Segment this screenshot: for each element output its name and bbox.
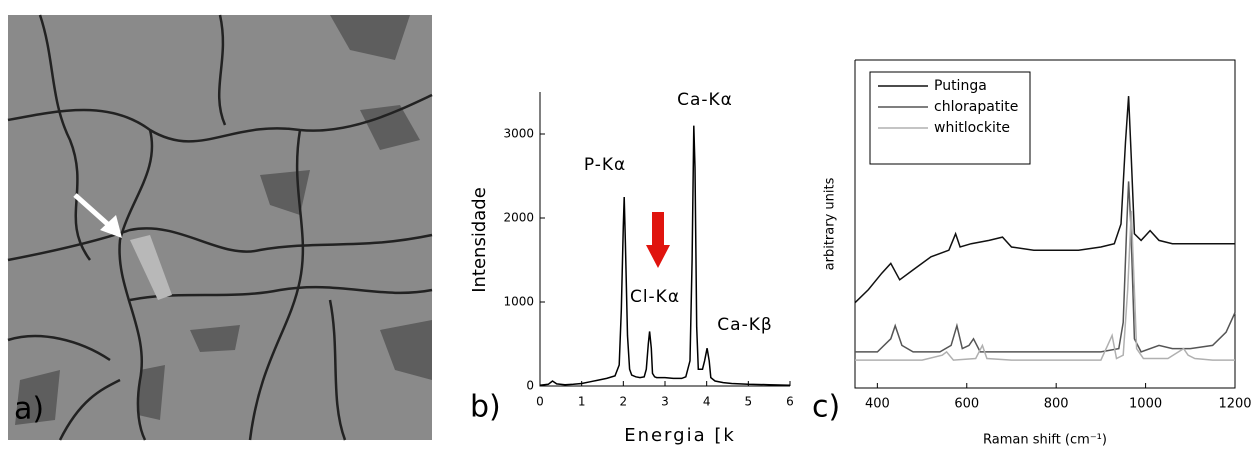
panel-label: a) [14, 392, 44, 427]
panel-label: c) [812, 390, 840, 425]
x-tick-label: 2 [620, 395, 628, 409]
x-tick-label: 400 [865, 397, 890, 412]
legend-label: chlorapatite [934, 99, 1018, 115]
x-tick-label: 800 [1044, 397, 1069, 412]
line-series [855, 181, 1236, 353]
sem-image: a) [7, 14, 433, 441]
x-tick-label: 600 [954, 397, 979, 412]
x-tick-label: 5 [745, 395, 753, 409]
annotation: Ca-Kα [677, 90, 733, 110]
x-tick-label: 0 [536, 395, 544, 409]
legend-label: whitlockite [934, 120, 1010, 136]
annotation: P-Kα [584, 155, 626, 175]
annotation: Ca-Kβ [717, 315, 772, 335]
x-axis-label: Raman shift (cm⁻¹) [983, 433, 1107, 448]
y-tick-label: 3000 [503, 127, 534, 141]
panel-label: b) [470, 390, 501, 425]
x-tick-label: 4 [703, 395, 711, 409]
x-tick-label: 3 [661, 395, 669, 409]
legend-box [869, 71, 1031, 165]
line-series [539, 125, 791, 386]
axes [539, 92, 790, 387]
line-series [854, 96, 1235, 304]
red-arrow [646, 212, 670, 268]
x-axis-label: Energia [k [624, 425, 736, 446]
y-tick-label: 0 [526, 379, 534, 393]
legend-label: Putinga [934, 78, 987, 94]
y-tick-label: 1000 [503, 295, 534, 309]
x-tick-label: 6 [786, 395, 794, 409]
raman-chart: 400 600 800 1000 1200 c) Raman shift (cm⁻¹) arb… [812, 59, 1252, 448]
line-series [855, 210, 1235, 361]
y-axis-label: arbitrary units [823, 177, 838, 270]
annotation: Cl-Kα [630, 287, 680, 307]
x-tick-label: 1200 [1218, 397, 1251, 412]
x-tick-label: 1000 [1129, 397, 1162, 412]
eds-chart: 0 1 2 3 4 5 6 0 1000 2000 3000 b) Energia [k Intensid… [469, 90, 794, 446]
x-tick-label: 1 [578, 395, 586, 409]
y-axis-label: Intensidade [469, 187, 490, 293]
y-tick-label: 2000 [503, 211, 534, 225]
